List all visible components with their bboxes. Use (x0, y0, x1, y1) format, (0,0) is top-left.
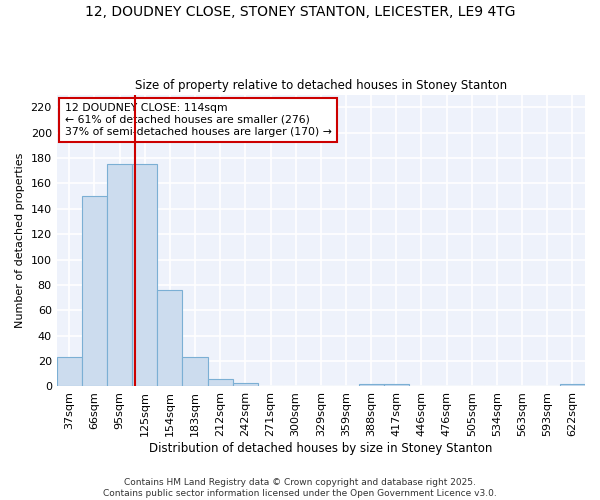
Bar (132, 164, 157, 386)
Bar (208, 379, 233, 386)
Bar (107, 164, 132, 386)
Text: 12 DOUDNEY CLOSE: 114sqm
← 61% of detached houses are smaller (276)
37% of semi-: 12 DOUDNEY CLOSE: 114sqm ← 61% of detach… (65, 104, 331, 136)
Bar (157, 290, 182, 386)
Bar (182, 358, 208, 386)
X-axis label: Distribution of detached houses by size in Stoney Stanton: Distribution of detached houses by size … (149, 442, 493, 455)
Bar (384, 384, 409, 386)
Bar (56, 358, 82, 386)
Y-axis label: Number of detached properties: Number of detached properties (15, 153, 25, 328)
Bar (359, 384, 384, 386)
Text: Contains HM Land Registry data © Crown copyright and database right 2025.
Contai: Contains HM Land Registry data © Crown c… (103, 478, 497, 498)
Bar (82, 196, 107, 386)
Text: 12, DOUDNEY CLOSE, STONEY STANTON, LEICESTER, LE9 4TG: 12, DOUDNEY CLOSE, STONEY STANTON, LEICE… (85, 5, 515, 19)
Bar (233, 382, 258, 386)
Bar (560, 384, 585, 386)
Title: Size of property relative to detached houses in Stoney Stanton: Size of property relative to detached ho… (135, 79, 507, 92)
